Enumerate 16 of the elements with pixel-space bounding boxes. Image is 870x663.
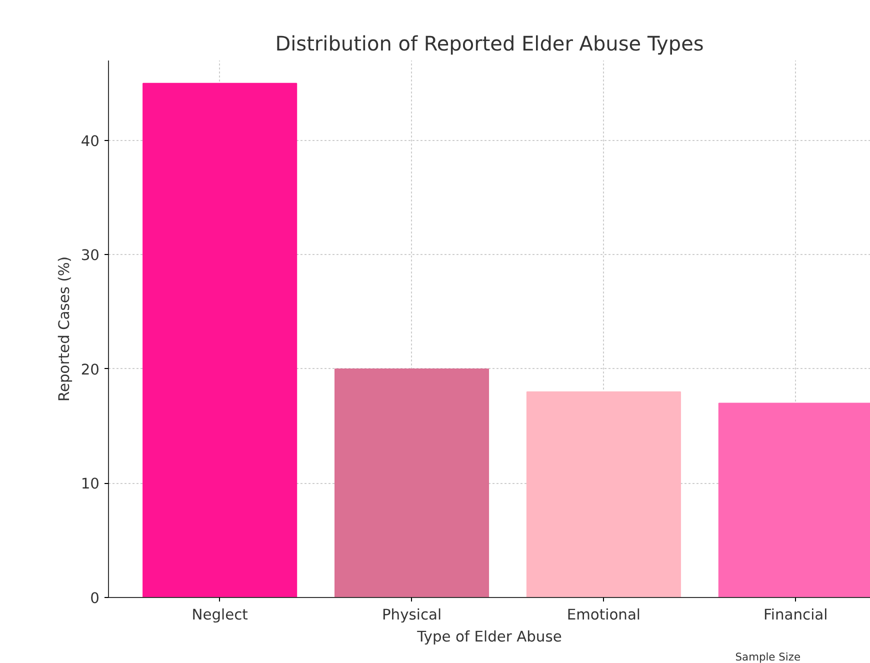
y-tick-label: 40	[80, 132, 100, 150]
text: Sample Size	[735, 650, 800, 663]
bar	[142, 82, 298, 598]
bar	[334, 368, 490, 598]
y-axis-title: Reported Cases (%)	[56, 256, 73, 402]
y-tick-label: 30	[80, 247, 100, 264]
y-tick-label: 0	[90, 590, 100, 607]
x-tick-label: Financial	[764, 606, 828, 624]
bar	[526, 391, 681, 598]
x-tick-label: Emotional	[566, 606, 641, 624]
x-tick-label: Neglect	[192, 606, 248, 624]
x-axis-title: Type of Elder Abuse	[416, 628, 562, 646]
chart-title: Distribution of Reported Elder Abuse Types	[275, 32, 704, 56]
y-tick-label: 10	[80, 476, 100, 493]
x-tick-label: Physical	[382, 606, 442, 624]
y-tick-label: 20	[80, 361, 100, 378]
